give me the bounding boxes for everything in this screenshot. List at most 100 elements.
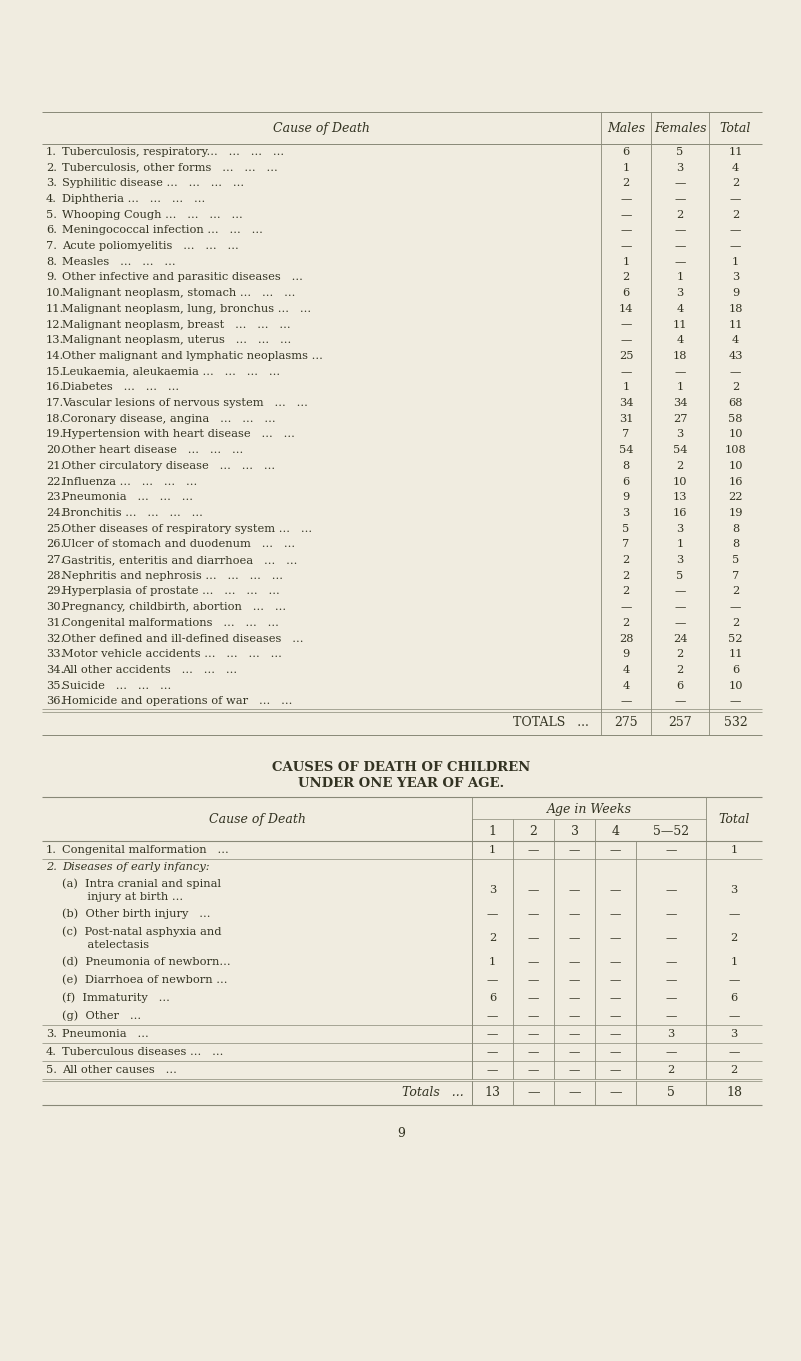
Text: 16: 16	[728, 476, 743, 486]
Text: 9: 9	[622, 493, 630, 502]
Text: 13.: 13.	[46, 335, 64, 346]
Text: —: —	[569, 885, 580, 896]
Text: —: —	[666, 957, 677, 968]
Text: —: —	[674, 257, 686, 267]
Text: 18: 18	[728, 304, 743, 314]
Text: 3: 3	[676, 524, 683, 534]
Text: 27.: 27.	[46, 555, 64, 565]
Text: —: —	[730, 241, 741, 250]
Text: 3: 3	[676, 162, 683, 173]
Text: 2: 2	[732, 382, 739, 392]
Text: 19.: 19.	[46, 430, 64, 440]
Text: 10: 10	[728, 461, 743, 471]
Text: 4: 4	[622, 666, 630, 675]
Text: 5: 5	[732, 555, 739, 565]
Text: 22: 22	[728, 493, 743, 502]
Text: Other circulatory disease   ...   ...   ...: Other circulatory disease ... ... ...	[62, 461, 275, 471]
Text: —: —	[528, 909, 539, 919]
Text: Total: Total	[720, 121, 751, 135]
Text: 24: 24	[673, 634, 687, 644]
Text: 1: 1	[731, 957, 738, 968]
Text: Hypertension with heart disease   ...   ...: Hypertension with heart disease ... ...	[62, 430, 295, 440]
Text: —: —	[569, 957, 580, 968]
Text: —: —	[527, 1086, 540, 1098]
Text: —: —	[620, 226, 632, 235]
Text: —: —	[610, 976, 622, 985]
Text: Malignant neoplasm, uterus   ...   ...   ...: Malignant neoplasm, uterus ... ... ...	[62, 335, 292, 346]
Text: Acute poliomyelitis   ...   ...   ...: Acute poliomyelitis ... ... ...	[62, 241, 239, 250]
Text: 9.: 9.	[46, 272, 57, 283]
Text: Malignant neoplasm, breast   ...   ...   ...: Malignant neoplasm, breast ... ... ...	[62, 320, 291, 329]
Text: 5: 5	[667, 1086, 675, 1098]
Text: 3: 3	[676, 289, 683, 298]
Text: —: —	[610, 1066, 622, 1075]
Text: 18: 18	[673, 351, 687, 361]
Text: 3.: 3.	[46, 1029, 57, 1040]
Text: 24.: 24.	[46, 508, 64, 519]
Text: —: —	[610, 1029, 622, 1040]
Text: 2: 2	[622, 618, 630, 627]
Text: Leukaemia, aleukaemia ...   ...   ...   ...: Leukaemia, aleukaemia ... ... ... ...	[62, 366, 280, 377]
Text: —: —	[528, 885, 539, 896]
Text: 16.: 16.	[46, 382, 64, 392]
Text: 7: 7	[732, 570, 739, 581]
Text: TOTALS   ...: TOTALS ...	[513, 716, 589, 728]
Text: —: —	[620, 320, 632, 329]
Text: 54: 54	[618, 445, 634, 455]
Text: Congenital malformations   ...   ...   ...: Congenital malformations ... ... ...	[62, 618, 279, 627]
Text: 2: 2	[676, 649, 683, 659]
Text: 2: 2	[529, 825, 537, 838]
Text: (g)  Other   ...: (g) Other ...	[62, 1011, 141, 1022]
Text: —: —	[666, 885, 677, 896]
Text: —: —	[610, 909, 622, 919]
Text: 532: 532	[723, 716, 747, 728]
Text: 43: 43	[728, 351, 743, 361]
Text: 5—52: 5—52	[653, 825, 689, 838]
Text: 8.: 8.	[46, 257, 57, 267]
Text: 28.: 28.	[46, 570, 64, 581]
Text: 5.: 5.	[46, 1066, 57, 1075]
Text: 2: 2	[732, 587, 739, 596]
Text: All other causes   ...: All other causes ...	[62, 1066, 177, 1075]
Text: 33.: 33.	[46, 649, 64, 659]
Text: —: —	[610, 1047, 622, 1057]
Text: —: —	[674, 226, 686, 235]
Text: 6: 6	[622, 476, 630, 486]
Text: —: —	[728, 976, 739, 985]
Text: 1: 1	[676, 539, 683, 550]
Text: 4: 4	[732, 162, 739, 173]
Text: 9: 9	[397, 1127, 405, 1139]
Text: 3: 3	[489, 885, 496, 896]
Text: 13: 13	[485, 1086, 501, 1098]
Text: 19: 19	[728, 508, 743, 519]
Text: 8: 8	[732, 539, 739, 550]
Text: 3: 3	[731, 885, 738, 896]
Text: Males: Males	[607, 121, 645, 135]
Text: 5.: 5.	[46, 210, 57, 219]
Text: —: —	[666, 994, 677, 1003]
Text: Other defined and ill-defined diseases   ...: Other defined and ill-defined diseases .…	[62, 634, 304, 644]
Text: 32.: 32.	[46, 634, 64, 644]
Text: 7: 7	[622, 539, 630, 550]
Text: Tuberculosis, other forms   ...   ...   ...: Tuberculosis, other forms ... ... ...	[62, 162, 278, 173]
Text: 3: 3	[622, 508, 630, 519]
Text: 22.: 22.	[46, 476, 64, 486]
Text: —: —	[610, 934, 622, 943]
Text: Coronary disease, angina   ...   ...   ...: Coronary disease, angina ... ... ...	[62, 414, 276, 423]
Text: 6: 6	[731, 994, 738, 1003]
Text: 4.: 4.	[46, 1047, 57, 1057]
Text: 28: 28	[618, 634, 634, 644]
Text: —: —	[674, 241, 686, 250]
Text: —: —	[487, 1066, 498, 1075]
Text: 10.: 10.	[46, 289, 64, 298]
Text: —: —	[569, 909, 580, 919]
Text: Total: Total	[718, 813, 750, 826]
Text: 35.: 35.	[46, 680, 64, 690]
Text: —: —	[610, 885, 622, 896]
Text: Malignant neoplasm, stomach ...   ...   ...: Malignant neoplasm, stomach ... ... ...	[62, 289, 296, 298]
Text: 2: 2	[676, 666, 683, 675]
Text: 4: 4	[611, 825, 619, 838]
Text: 25.: 25.	[46, 524, 64, 534]
Text: —: —	[728, 909, 739, 919]
Text: 2: 2	[622, 570, 630, 581]
